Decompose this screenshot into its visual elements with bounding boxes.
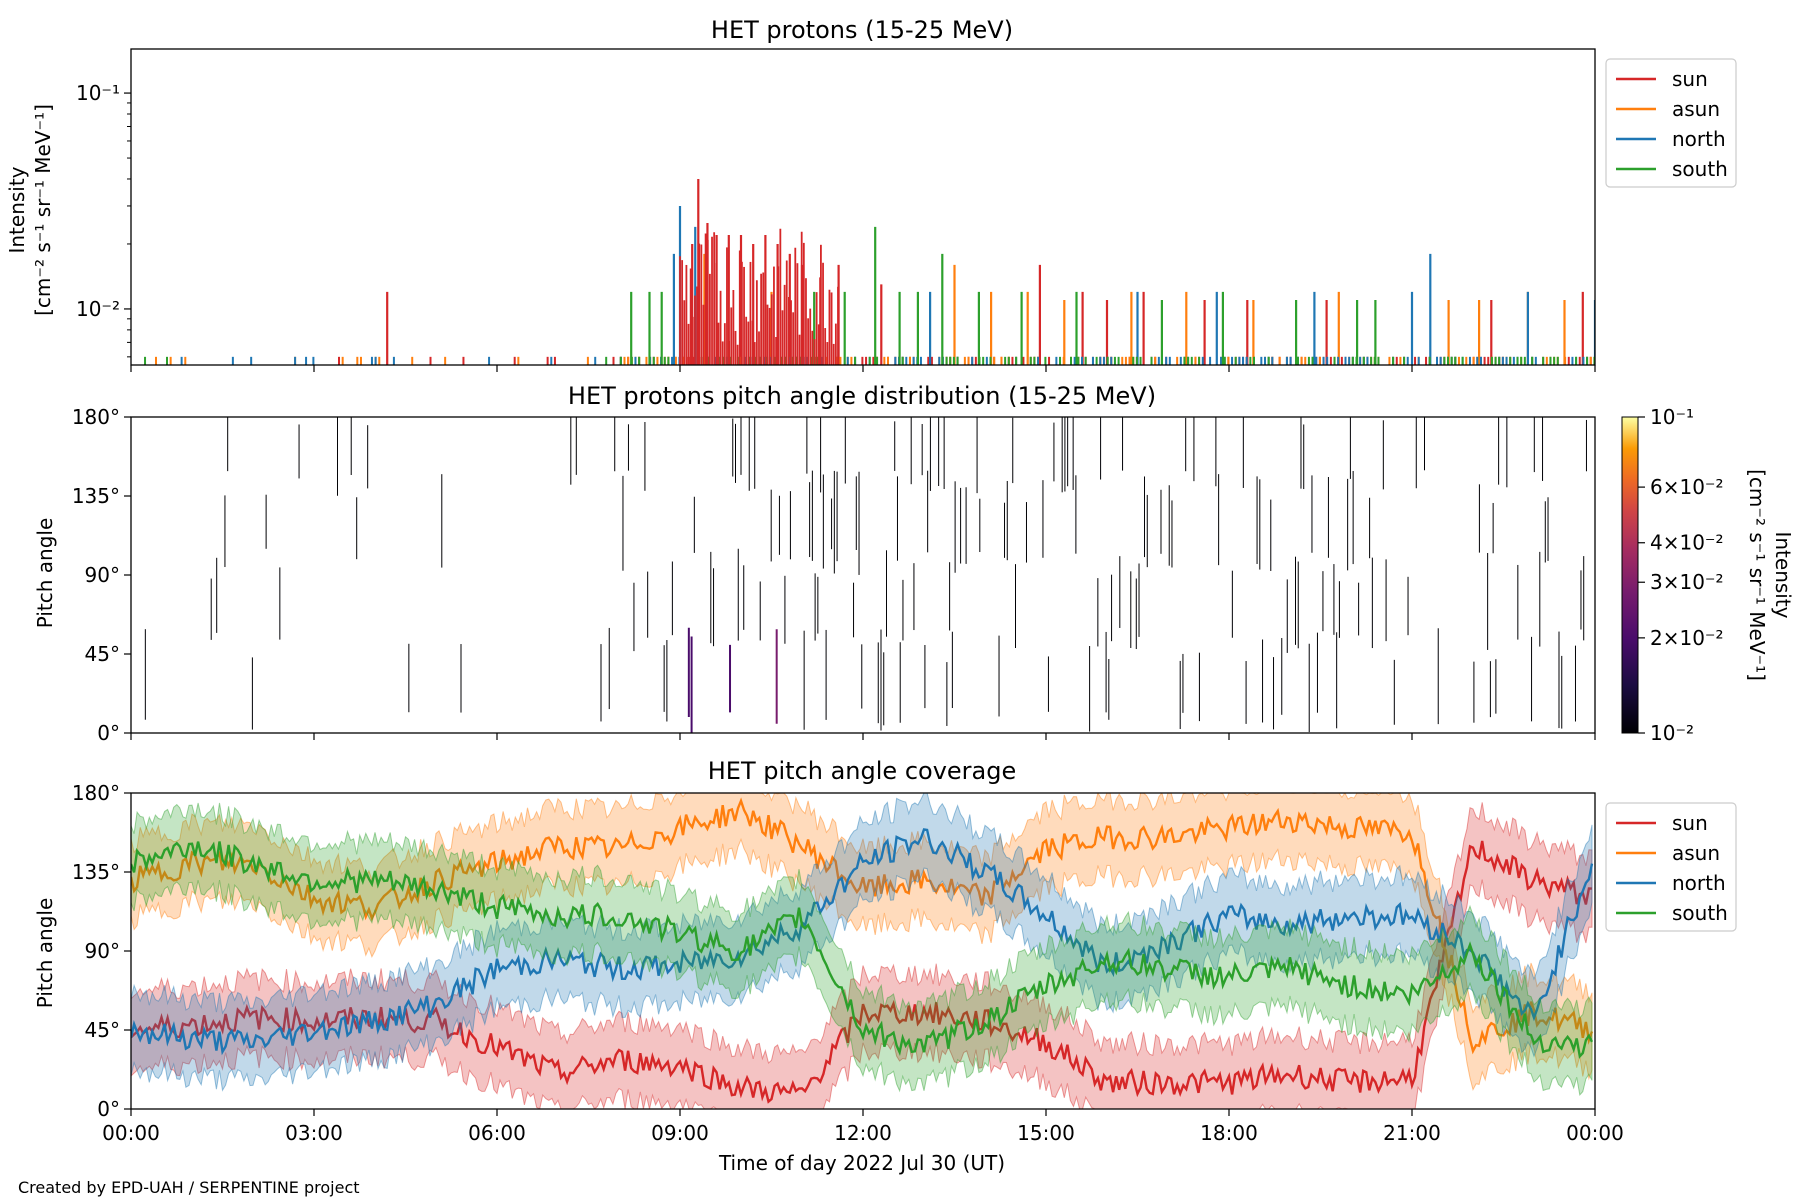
panel2-title: HET protons pitch angle distribution (15… (568, 382, 1156, 410)
panel1-title: HET protons (15-25 MeV) (711, 16, 1013, 44)
x-tick-label: 21:00 (1383, 1121, 1441, 1145)
y-tick-label: 45° (85, 1018, 120, 1042)
footer-credit: Created by EPD-UAH / SERPENTINE project (18, 1178, 360, 1197)
panel2-frame (130, 416, 1596, 734)
x-tick-label: 03:00 (285, 1121, 343, 1145)
legend-label-sun: sun (1672, 811, 1708, 835)
panel1-ylabel: Intensity [cm⁻² s⁻¹ sr⁻¹ MeV⁻¹] (5, 104, 55, 316)
legend-label-asun: asun (1672, 97, 1720, 121)
coverage-band-sun (131, 802, 1593, 1109)
colorbar (1621, 416, 1639, 734)
series-north (180, 205, 1595, 365)
y-tick-label: 90° (85, 563, 120, 587)
colorbar-tick-label: 2×10⁻² (1650, 626, 1724, 650)
x-tick-label: 09:00 (651, 1121, 709, 1145)
colorbar-tick-label: 4×10⁻² (1650, 531, 1724, 555)
y-tick-label: 180° (72, 405, 120, 429)
series-sun (338, 178, 1592, 365)
colorbar-tick-label: 10⁻² (1650, 721, 1694, 745)
legend-label-sun: sun (1672, 67, 1708, 91)
panel3-title: HET pitch angle coverage (708, 757, 1016, 785)
coverage-series (131, 793, 1594, 1109)
legend-box (1605, 802, 1737, 932)
legend-label-south: south (1672, 901, 1728, 925)
panel3-legend: sun asun north south (1605, 802, 1737, 932)
x-tick-label: 15:00 (1017, 1121, 1075, 1145)
series-south (144, 226, 1595, 365)
legend-label-north: north (1672, 871, 1726, 895)
x-tick-label: 06:00 (468, 1121, 526, 1145)
y-tick-label: 0° (97, 721, 120, 745)
colorbar-tick-label: 10⁻¹ (1650, 405, 1694, 429)
legend-label-south: south (1672, 157, 1728, 181)
sun-burst (679, 228, 839, 365)
colorbar-label: Intensity [cm⁻² s⁻¹ sr⁻¹ MeV⁻¹] (1745, 469, 1795, 681)
x-tick-label: 00:00 (1566, 1121, 1624, 1145)
colorbar-label-line2: [cm⁻² s⁻¹ sr⁻¹ MeV⁻¹] (1745, 469, 1769, 681)
pad-panel: HET protons pitch angle distribution (15… (33, 382, 1795, 745)
intensity-panel: HET protons (15-25 MeV) Intensity [cm⁻² … (5, 16, 1737, 372)
y-tick-label: 135° (72, 860, 120, 884)
coverage-line-south (131, 841, 1594, 1059)
y-tick-label: 45° (85, 642, 120, 666)
x-axis-label: Time of day 2022 Jul 30 (UT) (718, 1151, 1005, 1175)
y-tick-label: 10⁻² (76, 297, 120, 321)
colorbar-label-line1: Intensity (1771, 531, 1795, 618)
legend-label-asun: asun (1672, 841, 1720, 865)
panel1-ylabel-line2: [cm⁻² s⁻¹ sr⁻¹ MeV⁻¹] (31, 104, 55, 316)
intensity-series (144, 178, 1595, 365)
y-tick-label: 0° (97, 1097, 120, 1121)
x-tick-label: 00:00 (102, 1121, 160, 1145)
y-tick-label: 10⁻¹ (76, 81, 120, 105)
y-tick-label: 135° (72, 484, 120, 508)
coverage-line-north (131, 828, 1594, 1056)
x-tick-label: 12:00 (834, 1121, 892, 1145)
panel3-ylabel: Pitch angle (33, 898, 57, 1009)
coverage-line-asun (131, 797, 1594, 1055)
legend-box (1605, 58, 1737, 188)
y-tick-label: 180° (72, 781, 120, 805)
coverage-panel: HET pitch angle coverage Pitch angle 0° 4… (33, 757, 1737, 1145)
panel2-ylabel: Pitch angle (33, 518, 57, 629)
panel1-legend: sun asun north south (1605, 58, 1737, 188)
colorbar-tick-label: 3×10⁻² (1650, 570, 1724, 594)
x-tick-label: 18:00 (1200, 1121, 1258, 1145)
colorbar-tick-label: 6×10⁻² (1650, 475, 1724, 499)
legend-label-north: north (1672, 127, 1726, 151)
y-tick-label: 90° (85, 939, 120, 963)
coverage-band-north (131, 793, 1593, 1092)
panel1-ylabel-line1: Intensity (5, 166, 29, 253)
